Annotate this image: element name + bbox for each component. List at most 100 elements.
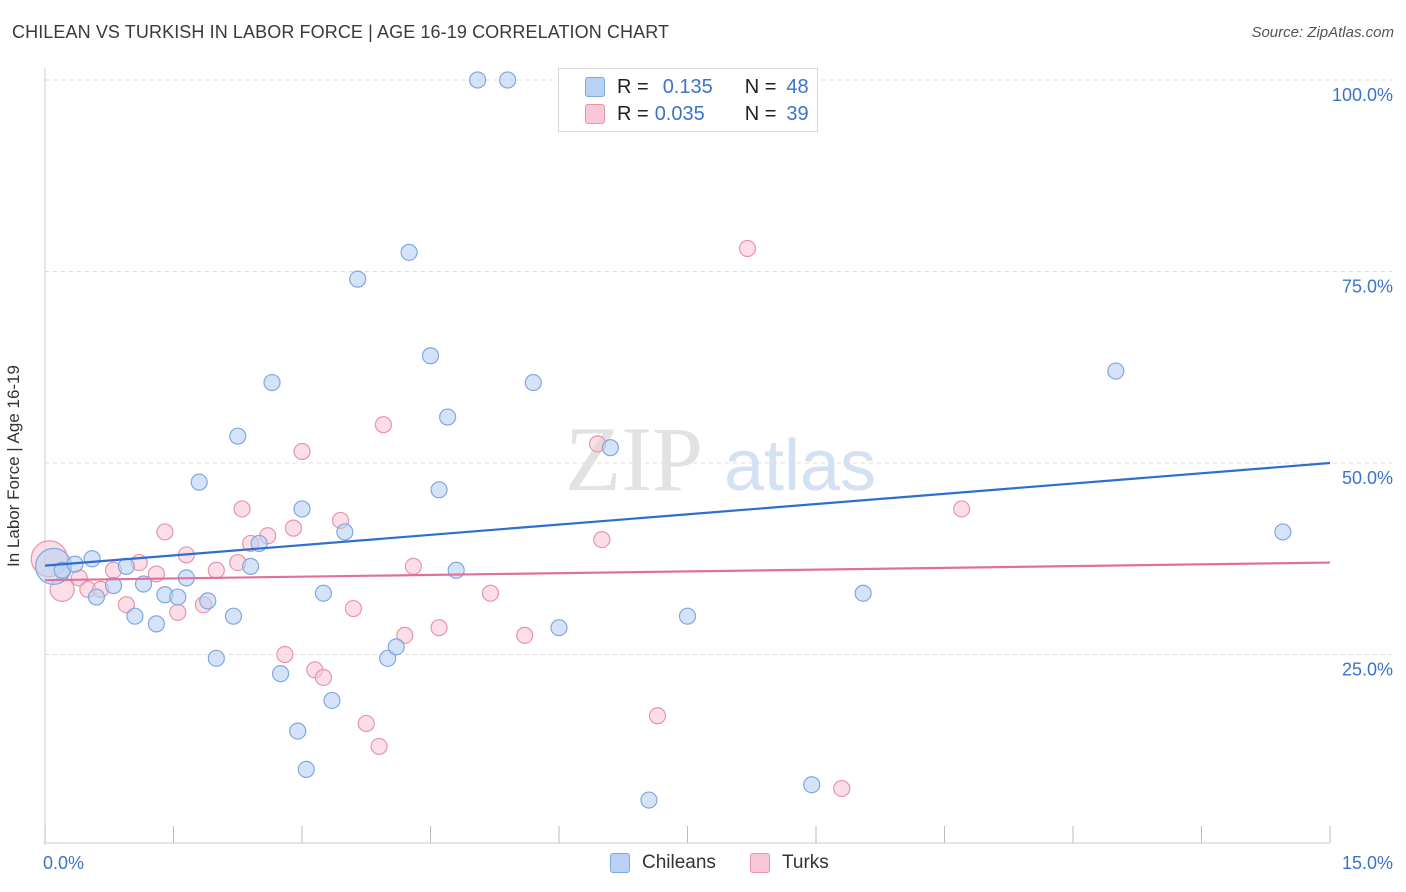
chileans-point — [447, 561, 465, 579]
bottom-legend-chileans: Chileans — [610, 852, 716, 874]
legend-r-label: R = — [617, 75, 649, 98]
chileans-points — [34, 71, 1292, 809]
chileans-point — [297, 760, 315, 779]
chileans-point — [83, 550, 101, 568]
legend-n-value: 39 — [786, 102, 809, 125]
chileans-point — [439, 408, 457, 426]
legend-n-label: N = — [744, 75, 777, 98]
chileans-point — [430, 481, 448, 499]
chileans-point — [387, 638, 405, 656]
chileans-point — [293, 500, 311, 518]
axis-layer — [44, 68, 1331, 845]
chileans-point — [190, 473, 208, 491]
chileans-point — [601, 439, 620, 457]
turks-point — [344, 599, 362, 618]
turks-point — [293, 442, 311, 461]
chileans-point — [169, 588, 187, 606]
y-tick-label: 100.0% — [1332, 85, 1393, 105]
turks-point — [314, 668, 333, 687]
chart-title: CHILEAN VS TURKISH IN LABOR FORCE | AGE … — [12, 22, 670, 42]
chileans-point — [229, 427, 247, 445]
chileans-point — [147, 615, 165, 633]
turks-point — [953, 500, 971, 518]
legend-r-value: 0.035 — [654, 102, 705, 125]
chileans-point — [224, 607, 243, 625]
bottom-legend-swatch-chileans — [610, 853, 630, 873]
chileans-point — [499, 71, 517, 89]
chileans-point — [1107, 362, 1125, 380]
turks-point — [833, 779, 851, 798]
turks-point — [357, 714, 375, 733]
chileans-point — [803, 776, 821, 794]
chileans-point — [400, 243, 418, 261]
chileans-trend-line — [44, 461, 1331, 567]
turks-point — [117, 596, 135, 614]
chileans-point — [469, 71, 487, 89]
trend-lines — [44, 461, 1331, 582]
turks-trend-line — [44, 561, 1331, 582]
bottom-legend-swatch-turks — [750, 853, 770, 873]
chileans-point — [134, 575, 153, 593]
turks-point — [648, 707, 667, 725]
y-axis-label: In Labor Force | Age 16-19 — [4, 365, 23, 567]
legend-row-chileans: R = 0.135 N = 48 — [585, 75, 809, 99]
x-tick-label: 15.0% — [1342, 853, 1393, 873]
bottom-legend: Chileans Turks — [0, 852, 1406, 878]
chileans-point — [87, 588, 106, 606]
turks-point — [481, 584, 500, 602]
legend-r-label: R = — [617, 102, 649, 125]
chileans-point — [550, 619, 568, 637]
chileans-point — [289, 722, 307, 740]
turks-point — [284, 519, 303, 537]
chileans-point — [104, 576, 123, 595]
turks-point — [396, 626, 414, 644]
chileans-point — [336, 523, 354, 541]
chileans-point — [117, 557, 135, 576]
chileans-point — [854, 584, 872, 602]
watermark-atlas: atlas — [724, 426, 876, 506]
turks-point — [207, 561, 225, 579]
y-tick-label: 75.0% — [1342, 277, 1393, 297]
chileans-point — [242, 557, 260, 576]
turks-point — [404, 557, 422, 576]
turks-point — [233, 500, 251, 518]
turks-point — [370, 737, 388, 756]
turks-point — [593, 530, 611, 549]
x-tick-label: 0.0% — [43, 853, 84, 873]
y-tick-label: 25.0% — [1342, 660, 1393, 680]
legend-swatch-chileans — [585, 77, 605, 97]
legend-row-turks: R = 0.035 N = 39 — [585, 102, 809, 126]
turks-points — [30, 239, 971, 798]
chileans-point — [421, 347, 440, 365]
chileans-point — [349, 270, 367, 288]
watermark: ZIP atlas — [565, 408, 876, 510]
legend-r-value: 0.135 — [662, 75, 713, 98]
legend-swatch-turks — [585, 104, 605, 124]
chileans-point — [640, 791, 658, 809]
chileans-point — [207, 649, 225, 667]
turks-point — [169, 603, 187, 621]
chileans-point — [379, 649, 397, 667]
chileans-point — [524, 373, 542, 392]
legend-n-label: N = — [744, 102, 777, 125]
turks-point — [374, 416, 392, 434]
bottom-legend-label: Turks — [782, 852, 829, 873]
watermark-zip: ZIP — [565, 408, 703, 510]
tick-labels: 25.0% 50.0% 75.0% 100.0% 0.0% 15.0% — [43, 85, 1393, 873]
chileans-point — [263, 373, 281, 392]
chileans-point — [199, 592, 217, 610]
chileans-point — [126, 607, 144, 625]
chileans-point — [678, 607, 697, 625]
y-tick-label: 50.0% — [1342, 468, 1393, 488]
y-axis-label-wrap: In Labor Force | Age 16-19 — [4, 365, 24, 567]
bottom-legend-label: Chileans — [642, 852, 716, 873]
turks-point — [156, 523, 174, 541]
turks-point — [430, 619, 448, 637]
chileans-point — [1274, 523, 1292, 541]
turks-point — [516, 626, 534, 644]
source-label: Source: ZipAtlas.com — [1251, 24, 1394, 41]
chileans-point — [323, 691, 341, 710]
turks-point — [738, 239, 757, 258]
bottom-legend-turks: Turks — [750, 852, 829, 874]
